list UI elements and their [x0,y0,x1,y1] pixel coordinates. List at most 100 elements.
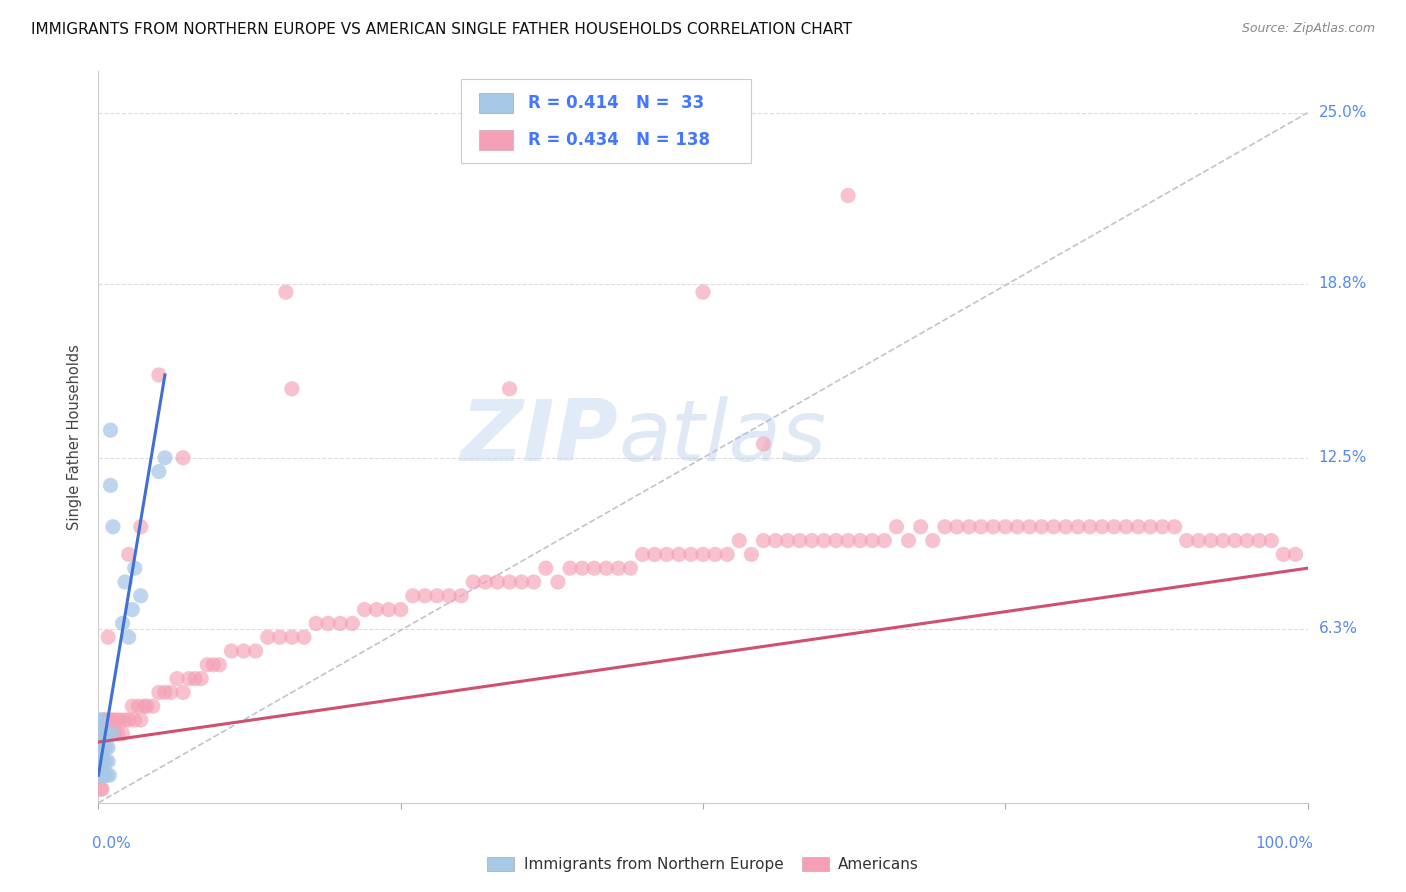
Point [789,533,811,548]
Point [124,561,146,575]
Point [329,616,352,631]
Point [474,574,496,589]
Point [100,713,122,727]
Point [534,561,557,575]
Text: Source: ZipAtlas.com: Source: ZipAtlas.com [1241,22,1375,36]
Point [1188,533,1211,548]
Point [91,768,114,782]
Point [655,548,678,562]
Point [118,548,141,562]
Point [91,740,114,755]
Point [245,644,267,658]
Point [644,548,666,562]
Point [114,574,136,589]
Point [129,713,152,727]
Point [1054,520,1077,534]
Point [486,574,509,589]
Point [679,548,702,562]
Point [89,740,111,755]
Point [160,685,183,699]
Point [342,616,364,631]
Legend: Immigrants from Northern Europe, Americans: Immigrants from Northern Europe, America… [481,851,925,879]
Point [91,713,114,727]
Point [776,533,799,548]
Point [692,285,714,300]
Point [129,589,152,603]
Text: 0.0%: 0.0% [93,836,131,851]
Point [450,589,472,603]
Point [1223,533,1246,548]
Point [91,740,114,755]
Point [91,755,114,769]
Point [728,533,751,548]
Point [957,520,980,534]
Point [108,713,131,727]
Point [90,768,112,782]
Point [1199,533,1222,548]
FancyBboxPatch shape [461,78,751,163]
Point [970,520,993,534]
Point [195,657,218,672]
Point [437,589,460,603]
Point [752,533,775,548]
Point [93,755,115,769]
Point [1078,520,1101,534]
Point [704,548,727,562]
Point [1091,520,1114,534]
Point [94,713,117,727]
Point [547,574,569,589]
Point [981,520,1004,534]
Point [897,533,920,548]
Point [860,533,883,548]
Point [91,740,114,755]
Point [413,589,436,603]
Y-axis label: Single Father Households: Single Father Households [67,344,83,530]
Point [96,768,118,782]
Point [94,740,117,755]
Point [166,672,188,686]
Point [97,755,120,769]
Point [148,368,170,382]
Point [1152,520,1174,534]
Point [97,630,120,644]
Point [692,548,714,562]
Point [93,713,115,727]
Text: 12.5%: 12.5% [1319,450,1367,466]
Point [111,727,134,741]
Point [93,768,115,782]
Point [463,574,485,589]
Point [89,755,111,769]
Point [93,727,115,741]
Point [571,561,593,575]
Point [1007,520,1029,534]
Point [631,548,654,562]
Bar [479,130,513,151]
Point [1128,520,1150,534]
Point [90,727,112,741]
Point [498,382,520,396]
Point [426,589,449,603]
Point [153,685,176,699]
Point [118,630,141,644]
Point [1163,520,1185,534]
Point [886,520,908,534]
Point [583,561,606,575]
Point [114,713,136,727]
Point [129,520,152,534]
Point [800,533,823,548]
Point [135,699,157,714]
Point [377,602,399,616]
Point [127,699,149,714]
Point [111,616,134,631]
Point [716,548,738,562]
Text: atlas: atlas [619,395,827,479]
Point [366,602,388,616]
Point [232,644,254,658]
Point [389,602,412,616]
Point [825,533,848,548]
Point [849,533,872,548]
Point [1249,533,1271,548]
Text: 18.8%: 18.8% [1319,277,1367,292]
Point [101,520,124,534]
Point [90,727,112,741]
